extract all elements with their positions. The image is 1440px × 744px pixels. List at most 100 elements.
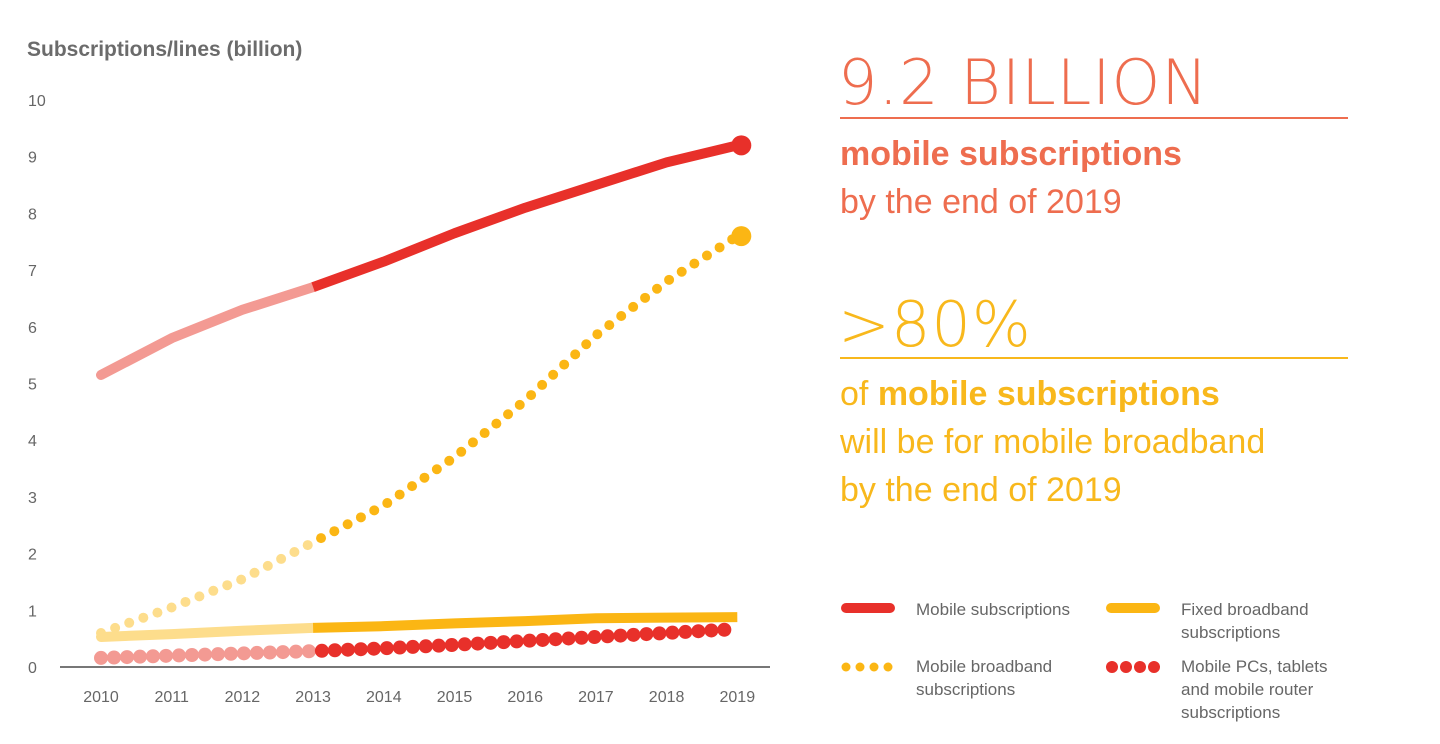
series-dot: [366, 641, 381, 656]
callout-bold: mobile subscriptions: [877, 375, 1220, 413]
series-dot: [444, 638, 459, 653]
series-dot: [503, 409, 514, 420]
y-tick-label: 0: [28, 660, 37, 677]
legend-label: Mobile PCs, tablets and mobile router su…: [1181, 657, 1328, 722]
divider: [840, 357, 1348, 359]
series-dot: [314, 643, 329, 658]
series-dot: [355, 512, 366, 523]
series-dot: [407, 481, 418, 492]
series-dot: [717, 622, 732, 637]
legend-label: Mobile broadband subscriptions: [916, 657, 1053, 699]
series-dot: [369, 505, 380, 516]
series-line-forecast: [312, 612, 738, 633]
series-dot: [665, 625, 680, 640]
callout-text: by the end of 2019: [840, 183, 1122, 221]
series-dot: [616, 311, 627, 322]
series-dot: [640, 292, 651, 303]
series-dot: [180, 596, 191, 607]
series-dot: [392, 640, 407, 655]
series-dot: [604, 320, 615, 331]
series-dot: [483, 635, 498, 650]
series-dot: [276, 553, 287, 564]
series-dot: [262, 645, 277, 660]
x-tick-label: 2012: [225, 689, 261, 706]
series-dot: [262, 560, 273, 571]
y-axis-label: Subscriptions/lines (billion): [27, 38, 303, 61]
series-dot: [236, 646, 251, 661]
x-tick-label: 2017: [578, 689, 614, 706]
callout-bold: mobile subscriptions: [840, 135, 1182, 173]
y-tick-label: 10: [28, 93, 46, 110]
legend-label: Fixed broadband subscriptions: [1181, 600, 1309, 642]
series-dot: [208, 585, 219, 596]
series-dot: [171, 648, 186, 663]
series-dot: [124, 617, 135, 628]
y-tick-label: 2: [28, 547, 37, 564]
series-dot: [249, 567, 260, 578]
series-dot: [210, 647, 225, 662]
series-dot: [704, 623, 719, 638]
series-dot: [132, 649, 147, 664]
x-tick-label: 2019: [720, 689, 756, 706]
series-dot: [496, 635, 511, 650]
series-dot: [652, 283, 663, 294]
y-tick-label: 8: [28, 206, 37, 223]
series-dot: [592, 329, 603, 340]
series-dot: [394, 489, 405, 500]
series-end-marker: [731, 135, 752, 156]
x-tick-label: 2011: [154, 689, 189, 706]
series-dot: [561, 631, 576, 646]
x-tick-label: 2014: [366, 689, 402, 706]
series-dot: [537, 379, 548, 390]
y-tick-label: 1: [28, 603, 37, 620]
legend-mobile-broadband: Mobile broadband subscriptions: [840, 655, 1076, 701]
series-dot: [581, 339, 592, 350]
series-line-historical: [96, 282, 319, 380]
line-chart: 0 1 2 3 4 5 6 7 8 9 10 2010 2011 2012 2013 2014 2015 2016…: [28, 93, 770, 706]
series-dot: [548, 369, 559, 380]
series-dot: [275, 645, 290, 660]
series-dot: [223, 646, 238, 661]
series-dot: [110, 622, 121, 633]
series-dot: [222, 580, 233, 591]
y-tick-label: 6: [28, 320, 37, 337]
series-line-forecast: [311, 140, 739, 292]
series-dot: [664, 274, 675, 285]
series-dot: [431, 638, 446, 653]
series-dot: [626, 627, 641, 642]
callout-subscriptions: mobile subscriptions by the end of 2019: [840, 130, 1182, 226]
legend-dots-red-swatch: [1106, 661, 1160, 673]
series-dot: [628, 301, 639, 312]
series-dot: [548, 632, 563, 647]
series-dot: [249, 645, 264, 660]
y-tick-label: 3: [28, 490, 37, 507]
series-dot: [289, 546, 300, 557]
series-dot: [701, 250, 712, 261]
series-dot: [691, 624, 706, 639]
headline-broadband-share: >80%: [838, 288, 1032, 361]
series-dot: [613, 628, 628, 643]
legend-mobile-pcs: Mobile PCs, tablets and mobile router su…: [1105, 655, 1341, 724]
series-dot: [526, 390, 537, 401]
series-dot: [288, 644, 303, 659]
series-dot: [676, 266, 687, 277]
series-dot: [145, 649, 160, 664]
callout-text: by the end of 2019: [840, 471, 1122, 509]
series-dot: [522, 633, 537, 648]
series-dot: [418, 639, 433, 654]
divider: [840, 117, 1348, 119]
x-tick-label: 2015: [437, 689, 473, 706]
series-dot: [639, 627, 654, 642]
series-dot: [301, 644, 316, 659]
y-tick-label: 4: [28, 433, 37, 450]
series-dot: [587, 630, 602, 645]
series-dot: [94, 650, 108, 665]
series-dot: [405, 639, 420, 654]
series-dot: [184, 648, 199, 663]
callout-text: will be for mobile broadband: [840, 423, 1266, 461]
legend-mobile-subscriptions: Mobile subscriptions: [840, 598, 1116, 621]
series-dot: [431, 464, 442, 475]
series-dot: [689, 258, 700, 269]
series-dot: [316, 533, 327, 544]
series-dot: [342, 519, 353, 530]
